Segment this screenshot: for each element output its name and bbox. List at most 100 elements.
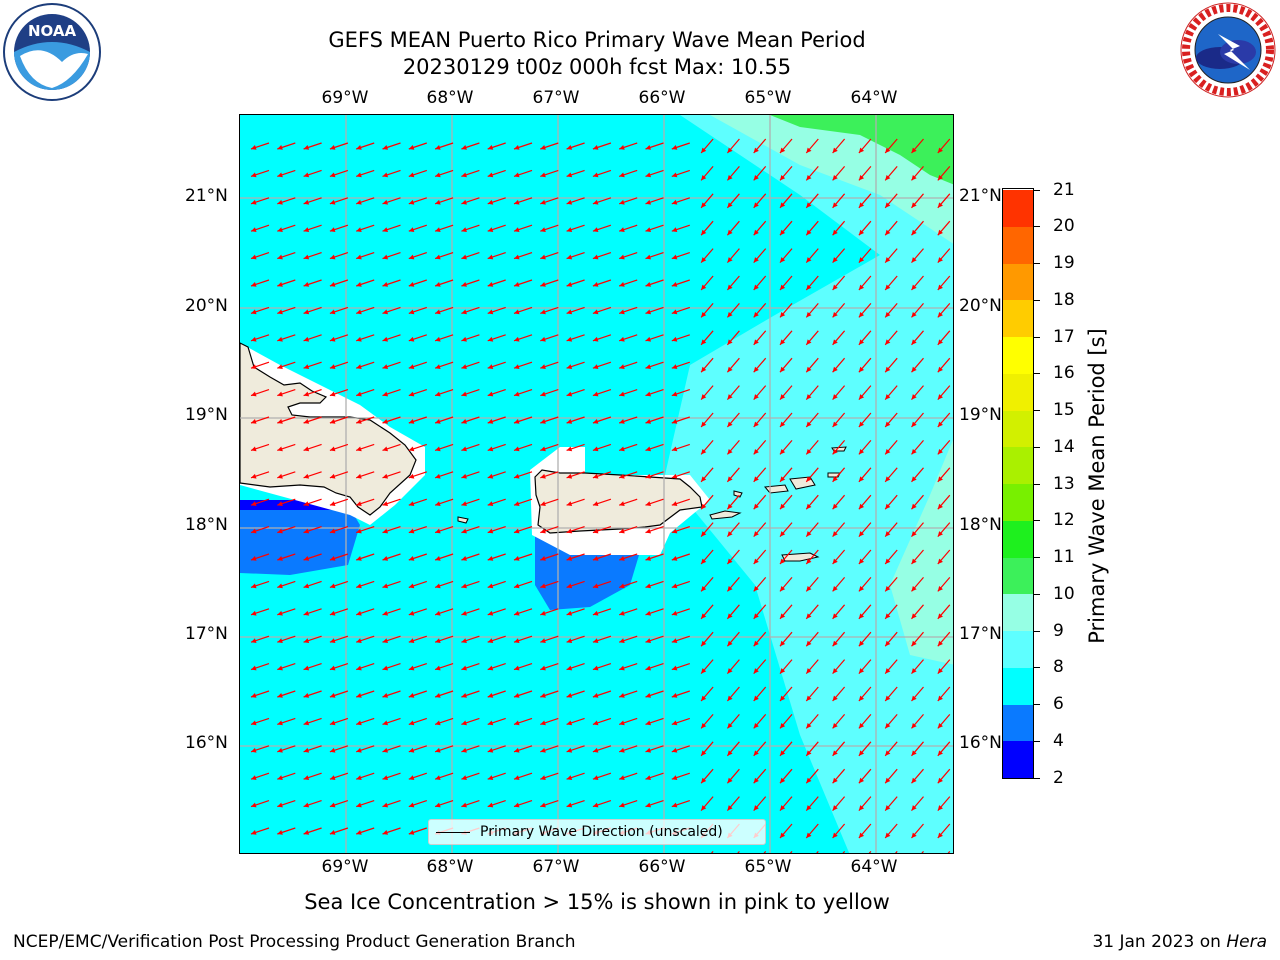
host-name: Hera	[1226, 932, 1267, 952]
wave-arrow-head	[645, 446, 652, 452]
wave-arrow-head	[461, 693, 467, 698]
wave-arrow-head	[701, 284, 707, 290]
wave-arrow-head	[251, 199, 257, 205]
wave-arrow-head	[858, 695, 865, 701]
wave-arrow-head	[329, 775, 336, 780]
wave-arrow-head	[514, 583, 520, 589]
wave-arrow-head	[592, 583, 599, 589]
wave-arrow-head	[277, 172, 283, 178]
wave-arrow-head	[329, 364, 336, 369]
wave-arrow-head	[780, 311, 786, 318]
wave-arrow-head	[303, 665, 310, 671]
colorbar-tick-label: 17	[1053, 326, 1075, 347]
wave-arrow-head	[461, 665, 467, 671]
wave-arrow-head	[277, 419, 283, 424]
colorbar-segment	[1003, 557, 1033, 595]
wave-arrow-head	[619, 638, 625, 643]
wave-arrow-head	[701, 448, 707, 455]
wave-arrow-head	[408, 172, 415, 178]
colorbar-tick-label: 4	[1053, 730, 1064, 751]
colorbar-tick-mark	[1034, 299, 1040, 301]
wave-arrow-head	[461, 391, 467, 397]
wave-arrow-head	[408, 802, 415, 808]
wave-arrow-head	[435, 309, 441, 315]
colorbar-tick-label: 16	[1053, 363, 1075, 384]
wave-arrow-head	[780, 805, 786, 811]
wave-arrow-head	[251, 145, 257, 150]
wave-arrow-head	[885, 722, 891, 729]
wave-arrow-head	[540, 802, 546, 808]
wave-arrow-head	[645, 802, 652, 808]
wave-arrow-head	[780, 585, 786, 592]
wave-arrow-head	[461, 282, 467, 287]
wave-arrow-head	[645, 145, 652, 150]
wave-arrow-head	[645, 364, 652, 369]
wave-arrow-head	[356, 227, 362, 232]
wave-arrow-head	[832, 421, 838, 427]
wave-arrow-head	[277, 501, 283, 506]
wave-arrow-head	[408, 747, 415, 753]
wave-arrow-head	[645, 556, 652, 561]
wave-arrow-head	[911, 448, 917, 455]
wave-arrow-head	[671, 336, 678, 342]
wave-arrow-head	[540, 583, 546, 589]
wave-arrow-head	[277, 227, 283, 232]
wave-arrow-head	[303, 309, 310, 315]
wave-arrow-head	[435, 254, 441, 260]
wave-arrow-head	[408, 145, 415, 150]
wave-arrow-head	[645, 336, 652, 342]
wave-arrow-head	[780, 832, 786, 838]
producer-credit: NCEP/EMC/Verification Post Processing Pr…	[13, 932, 576, 952]
wave-arrow-head	[911, 668, 917, 674]
wave-arrow-head	[671, 282, 678, 287]
wave-arrow-head	[911, 585, 917, 592]
lon-tick-top-1: 69°W	[321, 88, 369, 108]
wave-arrow-head	[806, 613, 812, 619]
wave-arrow-head	[251, 391, 257, 397]
wave-arrow-head	[619, 446, 625, 452]
wave-arrow-head	[566, 364, 573, 369]
wave-arrow-head	[858, 394, 865, 400]
wave-arrow-head	[645, 473, 652, 479]
wave-arrow-head	[408, 610, 415, 616]
wave-arrow-head	[832, 640, 838, 647]
wave-arrow-head	[461, 336, 467, 342]
wave-arrow-head	[566, 638, 573, 643]
wave-arrow-head	[435, 583, 441, 589]
wave-arrow-head	[806, 531, 812, 537]
wave-arrow-head	[461, 446, 467, 452]
wave-arrow-head	[277, 802, 283, 808]
wave-arrow-head	[277, 747, 283, 753]
wave-arrow-head	[832, 777, 838, 784]
wave-arrow-head	[645, 665, 652, 671]
wave-arrow-head	[911, 695, 917, 701]
wave-arrow-head	[382, 473, 389, 479]
wave-arrow-head	[540, 720, 546, 726]
wave-arrow-head	[303, 693, 310, 698]
wave-arrow-head	[727, 640, 733, 647]
wave-arrow-head	[671, 693, 678, 698]
wave-arrow-head	[701, 722, 707, 729]
wave-arrow-head	[408, 528, 415, 534]
wave-arrow-head	[858, 366, 865, 373]
wave-arrow-head	[780, 202, 786, 208]
wave-arrow-head	[780, 339, 786, 345]
wave-arrow-head	[303, 501, 310, 506]
chart-title: GEFS MEAN Puerto Rico Primary Wave Mean …	[328, 28, 866, 52]
wave-arrow-head	[382, 556, 389, 561]
wave-arrow-head	[514, 172, 520, 178]
wave-arrow-head	[753, 503, 759, 510]
colorbar-tick-label: 6	[1053, 694, 1064, 714]
wave-arrow-head	[911, 777, 917, 784]
wave-arrow-head	[885, 668, 891, 674]
wave-arrow-head	[356, 391, 362, 397]
wave-arrow-head	[832, 722, 838, 729]
wave-arrow-head	[435, 282, 441, 287]
wave-arrow-head	[514, 638, 520, 643]
wave-arrow-head	[671, 172, 678, 178]
wave-arrow-head	[251, 309, 257, 315]
wave-arrow-head	[592, 556, 599, 561]
wave-arrow-head	[435, 610, 441, 616]
wave-arrow-head	[911, 421, 917, 427]
wave-arrow-head	[832, 585, 838, 592]
